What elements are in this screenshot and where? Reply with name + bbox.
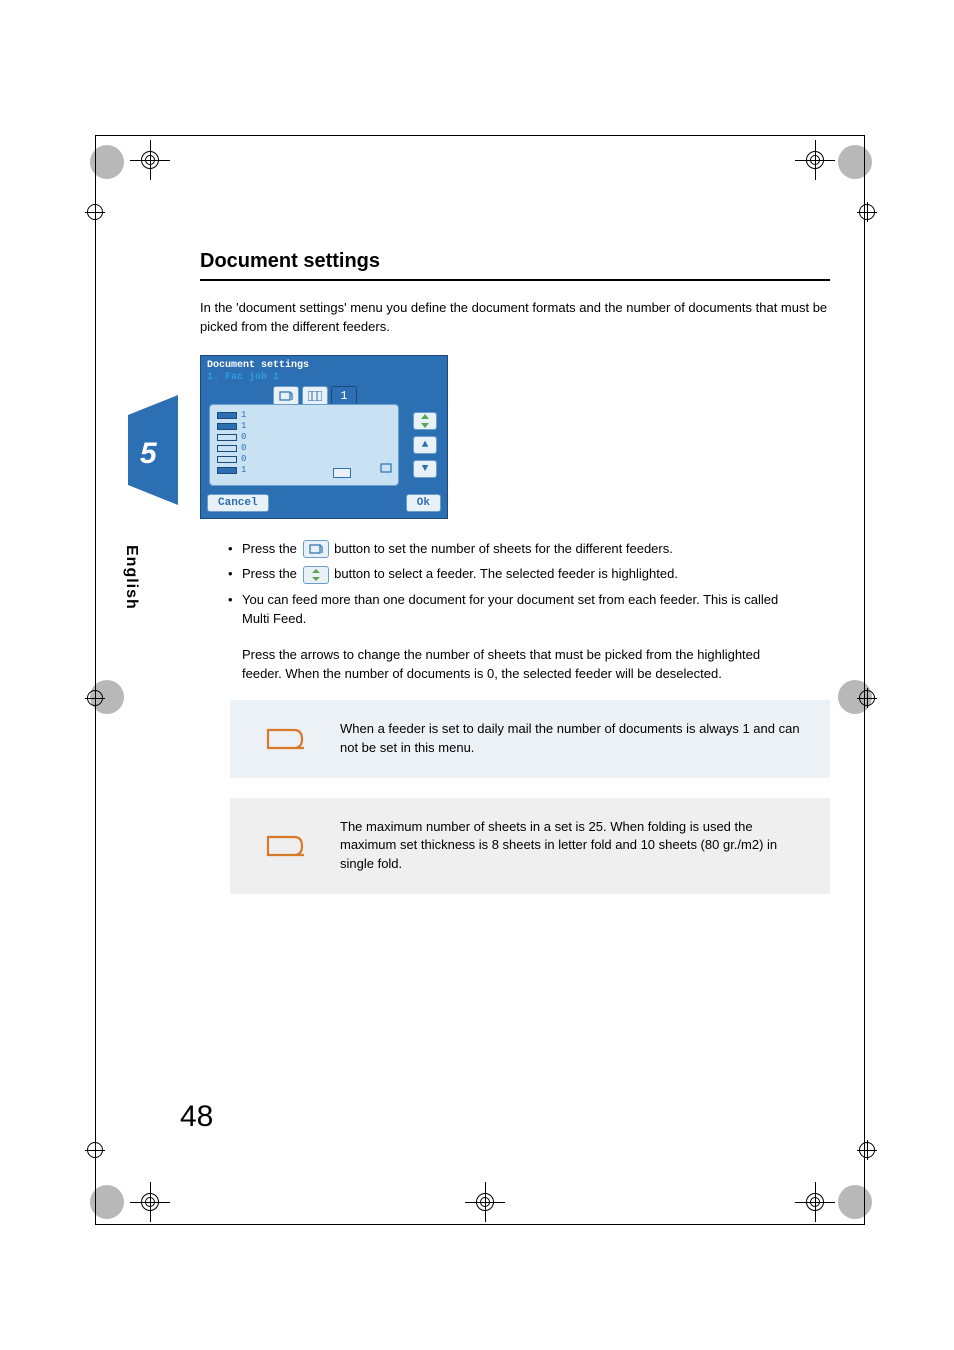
cancel-button[interactable]: Cancel: [207, 494, 269, 512]
sheets-icon[interactable]: [273, 386, 299, 406]
note-icon: [260, 726, 310, 752]
paragraph-after: Press the arrows to change the number of…: [242, 645, 802, 684]
device-subtitle: 1. Fac job 1: [207, 372, 309, 384]
note-box: The maximum number of sheets in a set is…: [230, 798, 830, 895]
language-tab: English: [122, 545, 140, 610]
note-text: When a feeder is set to daily mail the n…: [340, 720, 810, 758]
updown-icon[interactable]: [413, 412, 437, 430]
sheets-icon: [303, 540, 329, 558]
device-screenshot: Document settings 1. Fac job 1 1 1 1 0 0…: [200, 355, 448, 519]
keypad-icon[interactable]: [302, 386, 328, 406]
chapter-number: 5: [140, 437, 157, 471]
reader-icon: [333, 468, 351, 478]
doc-icon: [379, 462, 395, 478]
note-text: The maximum number of sheets in a set is…: [340, 818, 810, 875]
updown-icon: [303, 566, 329, 584]
down-arrow-icon[interactable]: ▼: [413, 460, 437, 478]
page-number: 48: [180, 1100, 213, 1134]
value-display: 1: [331, 386, 357, 406]
chapter-tab: 5: [128, 395, 178, 505]
feeder-diagram: 1 1 0 0 0 1: [217, 410, 246, 476]
up-arrow-icon[interactable]: ▲: [413, 436, 437, 454]
note-icon: [260, 833, 310, 859]
device-title: Document settings: [207, 360, 309, 372]
bullet-item: Press the button to set the number of sh…: [228, 539, 802, 559]
bullet-item: Press the button to select a feeder. The…: [228, 564, 802, 584]
intro-text: In the 'document settings' menu you defi…: [200, 299, 830, 337]
ok-button[interactable]: Ok: [406, 494, 441, 512]
bullet-item: You can feed more than one document for …: [228, 590, 802, 629]
page-title: Document settings: [200, 250, 830, 281]
note-box: When a feeder is set to daily mail the n…: [230, 700, 830, 778]
